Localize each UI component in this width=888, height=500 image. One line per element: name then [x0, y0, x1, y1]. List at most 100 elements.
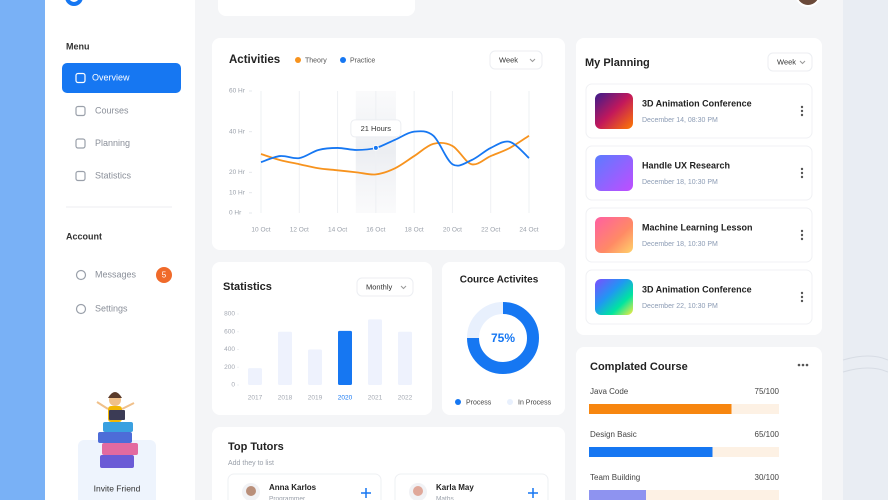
period-select — [489, 50, 543, 70]
legend-label: In Process — [518, 399, 552, 406]
period-select-label: Week — [499, 55, 518, 64]
course-value: 30/100 — [755, 473, 780, 482]
chart-title: Activities — [229, 54, 280, 66]
nav-icon — [75, 269, 87, 281]
planning-item[interactable] — [585, 269, 813, 325]
planning-item[interactable] — [585, 145, 813, 201]
chart-title: Statistics — [223, 281, 272, 293]
annotation-point — [372, 144, 379, 151]
item-menu-dot — [800, 175, 804, 179]
tutor-avatar-face — [413, 486, 423, 496]
x-tick-label: 2022 — [398, 395, 413, 402]
y-tick-label: 400 — [224, 346, 235, 353]
bar — [338, 330, 352, 385]
badge-count: 5 — [162, 271, 167, 280]
chart-title: Cource Activites — [460, 275, 539, 286]
x-tick-label: 24 Oct — [519, 227, 538, 234]
nav-item[interactable]: Planning — [95, 138, 130, 148]
course-label: Team Building — [590, 473, 640, 482]
donut-segment — [467, 302, 539, 374]
badge — [156, 267, 172, 283]
planning-item[interactable] — [585, 207, 813, 263]
y-tick-label: 800 — [224, 311, 235, 318]
y-tick-label: 10 Hr — [229, 189, 246, 196]
legend-swatch — [295, 57, 301, 63]
nav-icon — [75, 72, 86, 84]
tooltip — [350, 119, 402, 138]
invite-card[interactable] — [78, 440, 156, 500]
series-line — [260, 130, 530, 167]
y-tick-label: 200 — [224, 364, 235, 371]
progress-bar — [589, 447, 713, 457]
item-menu-dot — [800, 233, 804, 237]
progress-bar — [589, 404, 732, 414]
planning-title: 3D Animation Conference — [642, 284, 752, 294]
section-subtitle: Add they to list — [228, 460, 274, 467]
y-tick-label: 60 Hr — [229, 88, 246, 95]
item-menu-dot — [800, 109, 804, 113]
nav-item[interactable]: Statistics — [95, 170, 132, 180]
x-tick-label: 2019 — [308, 395, 323, 402]
period-select-label: Monthly — [366, 282, 393, 291]
nav-item[interactable]: Overview — [92, 72, 130, 82]
nav-icon — [75, 303, 87, 315]
planning-date: December 14, 08:30 PM — [642, 117, 718, 124]
completed-card — [576, 347, 822, 500]
period-select-label: Week — [777, 57, 796, 66]
legend-label: Theory — [305, 57, 327, 64]
y-tick-label: 0 Hr — [229, 210, 242, 217]
account-heading: Account — [66, 231, 102, 241]
section-title: My Planning — [585, 57, 650, 69]
nav-item[interactable]: Messages — [95, 269, 137, 279]
nav-item[interactable]: Courses — [95, 105, 129, 115]
tutor-role: Maths — [436, 496, 454, 500]
add-button[interactable] — [528, 488, 538, 498]
y-tick-label: 600 — [224, 328, 235, 335]
avatar[interactable] — [796, 0, 820, 7]
decoration — [842, 355, 888, 373]
course-activities-card — [442, 262, 565, 415]
add-button[interactable] — [361, 488, 371, 498]
tutor-name: Anna Karlos — [269, 483, 317, 492]
x-tick-label: 2020 — [338, 395, 353, 402]
nav-active[interactable] — [62, 63, 181, 93]
y-tick-label: 20 Hr — [229, 169, 246, 176]
progress-bar — [589, 490, 646, 500]
planning-item[interactable] — [585, 83, 813, 139]
planning-thumbnail — [595, 217, 633, 253]
legend-swatch — [340, 57, 346, 63]
planning-date: December 18, 10:30 PM — [642, 241, 718, 248]
nav-icon — [75, 170, 86, 182]
period-select — [356, 277, 414, 297]
item-menu-dot — [800, 167, 804, 171]
nav-item[interactable]: Settings — [95, 303, 128, 313]
legend-label: Practice — [350, 57, 375, 64]
planning-thumbnail — [595, 155, 633, 191]
planning-date: December 18, 10:30 PM — [642, 179, 718, 186]
x-tick-label: 2017 — [248, 395, 263, 402]
course-value: 65/100 — [755, 430, 780, 439]
course-label: Java Code — [590, 387, 629, 396]
tutor-card — [227, 473, 382, 500]
bar — [368, 319, 382, 385]
progress-track — [589, 490, 779, 500]
item-menu-dot — [800, 291, 804, 295]
search-box[interactable] — [218, 0, 415, 16]
chevron — [529, 58, 536, 63]
left-backdrop — [0, 0, 45, 500]
tooltip-label: 21 Hours — [361, 124, 392, 133]
more-icon[interactable] — [797, 363, 809, 367]
period-select — [767, 52, 813, 72]
planning-date: December 22, 10:30 PM — [642, 303, 718, 310]
x-tick-label: 14 Oct — [328, 227, 347, 234]
legend-swatch — [507, 399, 513, 405]
x-tick-label: 12 Oct — [290, 227, 309, 234]
nav-icon — [75, 105, 86, 117]
planning-thumbnail — [595, 279, 633, 315]
x-tick-label: 16 Oct — [366, 227, 385, 234]
chevron — [400, 285, 407, 290]
bar — [308, 349, 322, 385]
planning-title: Handle UX Research — [642, 160, 730, 170]
